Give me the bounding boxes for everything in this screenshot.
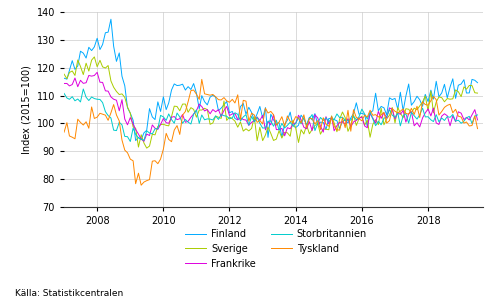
Line: Storbritannien: Storbritannien — [64, 89, 478, 141]
Text: Källa: Statistikcentralen: Källa: Statistikcentralen — [15, 289, 123, 298]
Y-axis label: Index (2015=100): Index (2015=100) — [21, 65, 31, 154]
Legend: Finland, Sverige, Frankrike, Storbritannien, Tyskland: Finland, Sverige, Frankrike, Storbritann… — [185, 229, 367, 269]
Line: Frankrike: Frankrike — [64, 72, 478, 141]
Line: Tyskland: Tyskland — [64, 79, 478, 185]
Line: Sverige: Sverige — [64, 57, 478, 148]
Line: Finland: Finland — [64, 19, 478, 140]
